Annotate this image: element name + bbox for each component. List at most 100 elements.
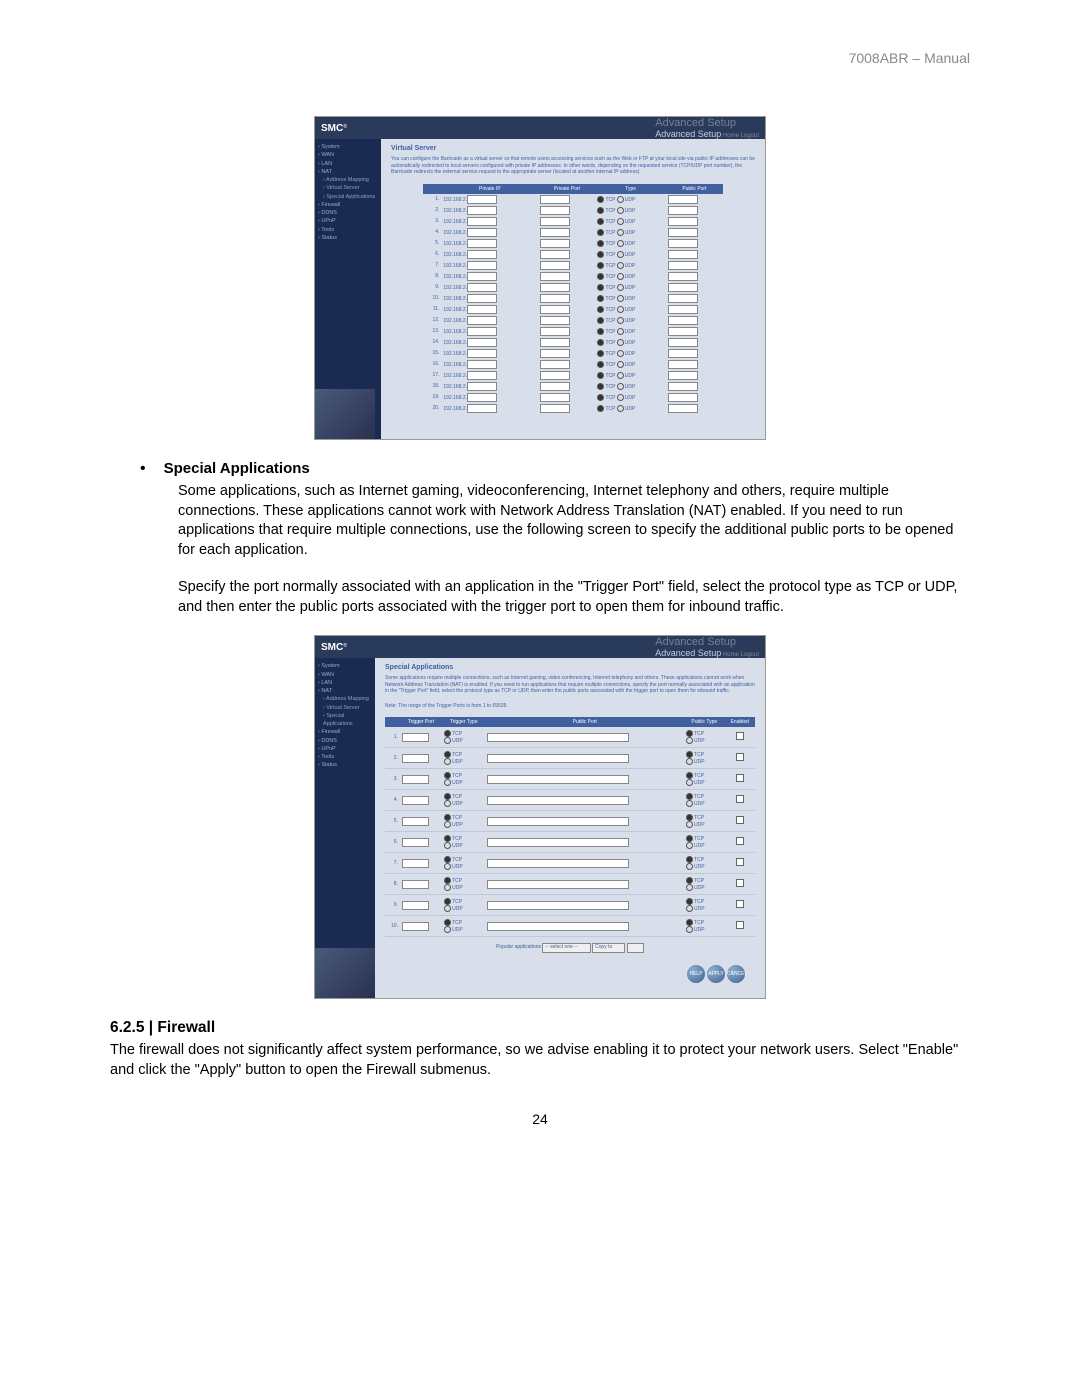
public-tcp-radio[interactable] xyxy=(686,793,693,800)
enabled-checkbox[interactable] xyxy=(736,858,744,866)
public-udp-radio[interactable] xyxy=(686,758,693,765)
private-ip-input[interactable] xyxy=(467,393,497,402)
public-tcp-radio[interactable] xyxy=(686,898,693,905)
sidebar-item[interactable]: › NAT xyxy=(318,168,378,176)
trigger-tcp-radio[interactable] xyxy=(444,814,451,821)
tcp-radio[interactable] xyxy=(597,372,604,379)
udp-radio[interactable] xyxy=(617,295,624,302)
sidebar-item[interactable]: › DDNS xyxy=(318,209,378,217)
udp-radio[interactable] xyxy=(617,306,624,313)
tcp-radio[interactable] xyxy=(597,394,604,401)
private-port-input[interactable] xyxy=(540,349,570,358)
sidebar-item[interactable]: › DDNS xyxy=(318,737,372,745)
copy-to-select[interactable] xyxy=(627,943,644,953)
udp-radio[interactable] xyxy=(617,229,624,236)
public-port-input[interactable] xyxy=(487,880,629,889)
public-port-input[interactable] xyxy=(668,228,698,237)
trigger-port-input[interactable] xyxy=(402,796,429,805)
private-ip-input[interactable] xyxy=(467,272,497,281)
public-port-input[interactable] xyxy=(487,922,629,931)
sidebar-item[interactable]: › NAT xyxy=(318,687,372,695)
public-port-input[interactable] xyxy=(668,195,698,204)
sidebar-item[interactable]: › LAN xyxy=(318,160,378,168)
private-port-input[interactable] xyxy=(540,371,570,380)
trigger-udp-radio[interactable] xyxy=(444,863,451,870)
private-ip-input[interactable] xyxy=(467,360,497,369)
private-ip-input[interactable] xyxy=(467,228,497,237)
public-port-input[interactable] xyxy=(668,261,698,270)
public-port-input[interactable] xyxy=(487,901,629,910)
public-port-input[interactable] xyxy=(487,754,629,763)
udp-radio[interactable] xyxy=(617,251,624,258)
private-ip-input[interactable] xyxy=(467,261,497,270)
private-port-input[interactable] xyxy=(540,360,570,369)
udp-radio[interactable] xyxy=(617,405,624,412)
sidebar-item[interactable]: › UPnP xyxy=(318,217,378,225)
public-udp-radio[interactable] xyxy=(686,884,693,891)
enabled-checkbox[interactable] xyxy=(736,879,744,887)
cancel-button[interactable]: CANCEL xyxy=(727,965,745,983)
udp-radio[interactable] xyxy=(617,218,624,225)
public-port-input[interactable] xyxy=(668,217,698,226)
tcp-radio[interactable] xyxy=(597,405,604,412)
sidebar-item[interactable]: › Address Mapping xyxy=(318,695,372,703)
udp-radio[interactable] xyxy=(617,240,624,247)
public-tcp-radio[interactable] xyxy=(686,751,693,758)
private-ip-input[interactable] xyxy=(467,382,497,391)
private-port-input[interactable] xyxy=(540,382,570,391)
enabled-checkbox[interactable] xyxy=(736,837,744,845)
sidebar-item[interactable]: › WAN xyxy=(318,671,372,679)
public-tcp-radio[interactable] xyxy=(686,877,693,884)
public-port-input[interactable] xyxy=(668,360,698,369)
public-port-input[interactable] xyxy=(668,283,698,292)
private-port-input[interactable] xyxy=(540,206,570,215)
tcp-radio[interactable] xyxy=(597,273,604,280)
private-port-input[interactable] xyxy=(540,327,570,336)
private-port-input[interactable] xyxy=(540,316,570,325)
public-port-input[interactable] xyxy=(668,371,698,380)
private-ip-input[interactable] xyxy=(467,239,497,248)
udp-radio[interactable] xyxy=(617,350,624,357)
trigger-port-input[interactable] xyxy=(402,922,429,931)
public-tcp-radio[interactable] xyxy=(686,919,693,926)
trigger-tcp-radio[interactable] xyxy=(444,856,451,863)
private-ip-input[interactable] xyxy=(467,206,497,215)
trigger-tcp-radio[interactable] xyxy=(444,898,451,905)
public-udp-radio[interactable] xyxy=(686,926,693,933)
private-port-input[interactable] xyxy=(540,283,570,292)
tcp-radio[interactable] xyxy=(597,383,604,390)
enabled-checkbox[interactable] xyxy=(736,795,744,803)
trigger-udp-radio[interactable] xyxy=(444,842,451,849)
tcp-radio[interactable] xyxy=(597,262,604,269)
apply-button[interactable]: APPLY xyxy=(707,965,725,983)
enabled-checkbox[interactable] xyxy=(736,921,744,929)
tcp-radio[interactable] xyxy=(597,251,604,258)
public-tcp-radio[interactable] xyxy=(686,814,693,821)
public-port-input[interactable] xyxy=(487,775,629,784)
private-ip-input[interactable] xyxy=(467,195,497,204)
sidebar-item[interactable]: › LAN xyxy=(318,679,372,687)
enabled-checkbox[interactable] xyxy=(736,774,744,782)
public-port-input[interactable] xyxy=(668,239,698,248)
enabled-checkbox[interactable] xyxy=(736,753,744,761)
enabled-checkbox[interactable] xyxy=(736,900,744,908)
public-port-input[interactable] xyxy=(487,796,629,805)
sidebar-item[interactable]: › System xyxy=(318,662,372,670)
public-tcp-radio[interactable] xyxy=(686,730,693,737)
udp-radio[interactable] xyxy=(617,372,624,379)
trigger-udp-radio[interactable] xyxy=(444,905,451,912)
tcp-radio[interactable] xyxy=(597,317,604,324)
trigger-tcp-radio[interactable] xyxy=(444,772,451,779)
udp-radio[interactable] xyxy=(617,262,624,269)
public-port-input[interactable] xyxy=(668,272,698,281)
trigger-udp-radio[interactable] xyxy=(444,758,451,765)
sidebar-item[interactable]: › Virtual Server xyxy=(318,184,378,192)
public-port-input[interactable] xyxy=(487,817,629,826)
udp-radio[interactable] xyxy=(617,317,624,324)
help-button[interactable]: HELP xyxy=(687,965,705,983)
trigger-tcp-radio[interactable] xyxy=(444,919,451,926)
private-ip-input[interactable] xyxy=(467,404,497,413)
trigger-udp-radio[interactable] xyxy=(444,800,451,807)
private-port-input[interactable] xyxy=(540,338,570,347)
private-ip-input[interactable] xyxy=(467,283,497,292)
